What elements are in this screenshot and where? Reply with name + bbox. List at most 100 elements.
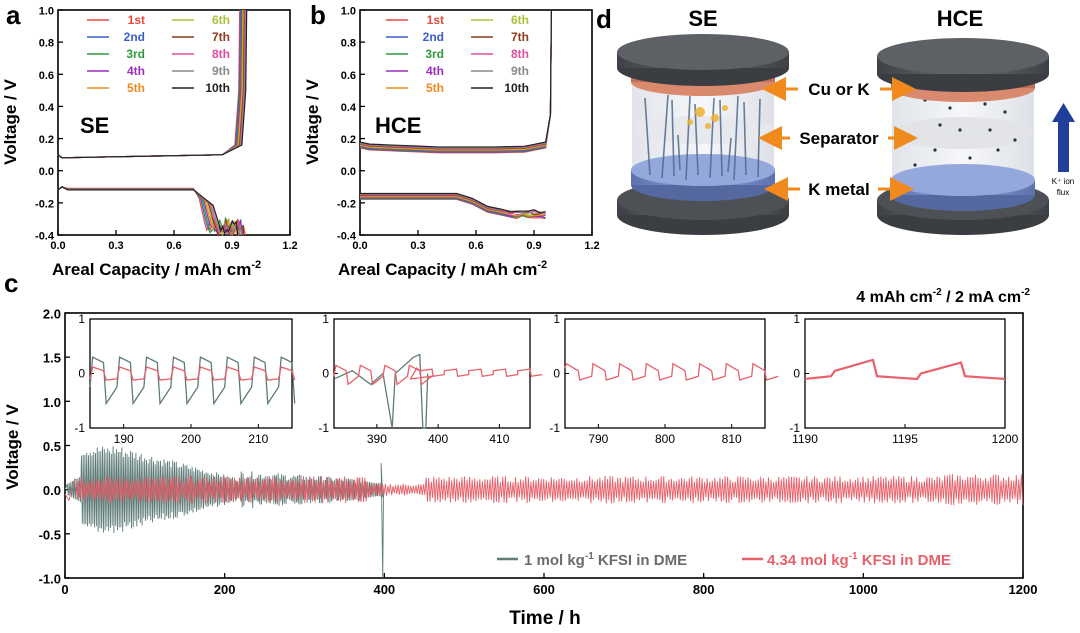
plate-curve [360,192,546,214]
label-cu-or-k: Cu or K [808,80,870,99]
plate-curve [57,186,243,236]
panel-c-ylabel: Voltage / V [3,404,22,490]
flux-label-line2: flux [1057,188,1069,197]
strip-curve [359,9,552,149]
y-tick-label: 0.8 [39,38,54,50]
inset-frame [804,318,1006,429]
strip-curve [359,9,552,148]
panel-c: c 4 mAh cm-2 / 2 mA cm-2 0 200 400 600 800 10… [3,268,1037,629]
se-cell-illustration [617,34,789,235]
y-tick-label: 0.0 [39,166,54,178]
inset-x-tick-label: 200 [181,432,201,446]
x-tick-label: 1200 [1009,582,1038,597]
y-tick-label: 0.4 [39,102,55,114]
inset-y-tick-label: 1 [553,312,560,326]
legend-label-1mol: 1 mol kg-1 KFSI in DME [524,551,687,569]
inset-x-tick-label: 800 [655,432,675,446]
plate-curve [360,197,546,218]
panel-c-letter: c [4,268,18,298]
inset-frame [564,318,766,429]
strip-curve [359,9,552,151]
y-tick-label: -0.4 [337,231,357,243]
inset-2: 390 400 410 -1 0 1 [318,312,543,446]
strip-curve [359,9,552,153]
inset-1mol-line [89,356,296,406]
strip-curve [359,9,552,153]
legend-label: 6th [212,13,230,27]
inset-frame [89,318,293,429]
panel-b-letter: b [310,0,326,30]
legend-label: 10th [205,81,230,95]
x-tick-label: 1.2 [282,240,297,252]
plate-curve [360,198,546,220]
plate-curve [360,194,546,216]
x-tick-label: 800 [693,582,715,597]
panel-b-electrolyte-label: HCE [375,113,421,138]
y-tick-label: -1.0 [39,572,61,587]
panel-a-curves [57,9,248,237]
legend-label: 6th [511,13,529,27]
panel-c-xlabel: Time / h [509,608,580,629]
inset-x-tick-label: 790 [588,432,608,446]
x-tick-label: 1000 [849,582,878,597]
y-tick-label: 0.2 [39,134,54,146]
x-tick-label: 0.3 [410,240,425,252]
inset-1: 190 200 210 -1 0 1 [74,312,296,446]
y-tick-label: 1.0 [39,6,54,18]
panel-a-xlabel: Areal Capacity / mAh cm-2 [52,259,261,279]
plate-curve [360,196,546,217]
inset-y-tick-label: 1 [322,312,329,326]
inset-x-tick-label: 190 [114,432,134,446]
inset-x-tick-label: 410 [489,432,509,446]
inset-y-tick-label: 1 [78,312,85,326]
y-tick-label: 0.0 [341,166,356,178]
y-tick-label: -0.2 [337,198,356,210]
y-tick-label: 0.4 [341,102,357,114]
panel-c-curves [64,446,1024,579]
legend-label: 2nd [124,30,145,44]
legend-label: 5th [127,81,145,95]
inset-y-tick-label: 0 [322,367,329,381]
inset-x-tick-label: 1195 [892,432,918,446]
panel-c-current-annotation: 4 mAh cm-2 / 2 mA cm-2 [856,287,1030,306]
legend-label: 4th [426,64,444,78]
cell-component-labels: Cu or K Separator K metal [758,77,918,201]
y-tick-label: -0.4 [35,231,55,243]
panel-a-ylabel: Voltage / V [1,79,20,165]
panel-b-ylabel: Voltage / V [303,79,322,165]
inset-y-tick-label: 1 [793,312,800,326]
panel-a-ticks: 0.0 0.3 0.6 0.9 1.2 -0.4 -0.2 0.0 0.2 0.4 0.6 0.8 1.… [35,6,298,253]
x-tick-label: 400 [373,582,395,597]
panel-d-title-se: SE [688,6,717,31]
panel-a-letter: a [6,0,21,30]
plate-curve [360,196,546,218]
k-ion-flux-arrow: K⁺ ion flux [1052,103,1075,197]
inset-x-tick-label: 810 [722,432,742,446]
inset-y-tick-label: 0 [793,367,800,381]
legend-label: 7th [511,30,529,44]
inset-4: 1190 1195 1200 -1 0 1 [789,312,1018,446]
panel-c-legend: 1 mol kg-1 KFSI in DME 4.34 mol kg-1 KFS… [497,551,951,569]
y-tick-label: 0.6 [341,70,356,82]
strip-curve [57,9,248,159]
x-tick-label: 0.6 [468,240,483,252]
y-tick-label: 0.8 [341,38,356,50]
y-tick-label: 1.0 [341,6,356,18]
inset-x-tick-label: 1200 [992,432,1019,446]
legend-label: 9th [212,64,230,78]
y-tick-label: 0.5 [43,439,61,454]
strip-curve [359,9,552,154]
inset-x-tick-label: 400 [428,432,448,446]
y-tick-label: 0.6 [39,70,54,82]
x-tick-label: 0.9 [526,240,541,252]
inset-y-tick-label: -1 [789,421,800,435]
panel-a-legend: 1st 2nd 3rd 4th 5th 6th 7th 8th 9th 10th [87,13,230,95]
inset-3: 790 800 810 -1 0 1 [549,312,779,446]
flux-label-line1: K⁺ ion [1052,177,1074,186]
legend-label: 10th [504,81,529,95]
legend-label: 5th [426,81,444,95]
legend-label: 1st [427,13,444,27]
legend-label: 3rd [425,47,444,61]
y-tick-label: 0.0 [43,483,61,498]
